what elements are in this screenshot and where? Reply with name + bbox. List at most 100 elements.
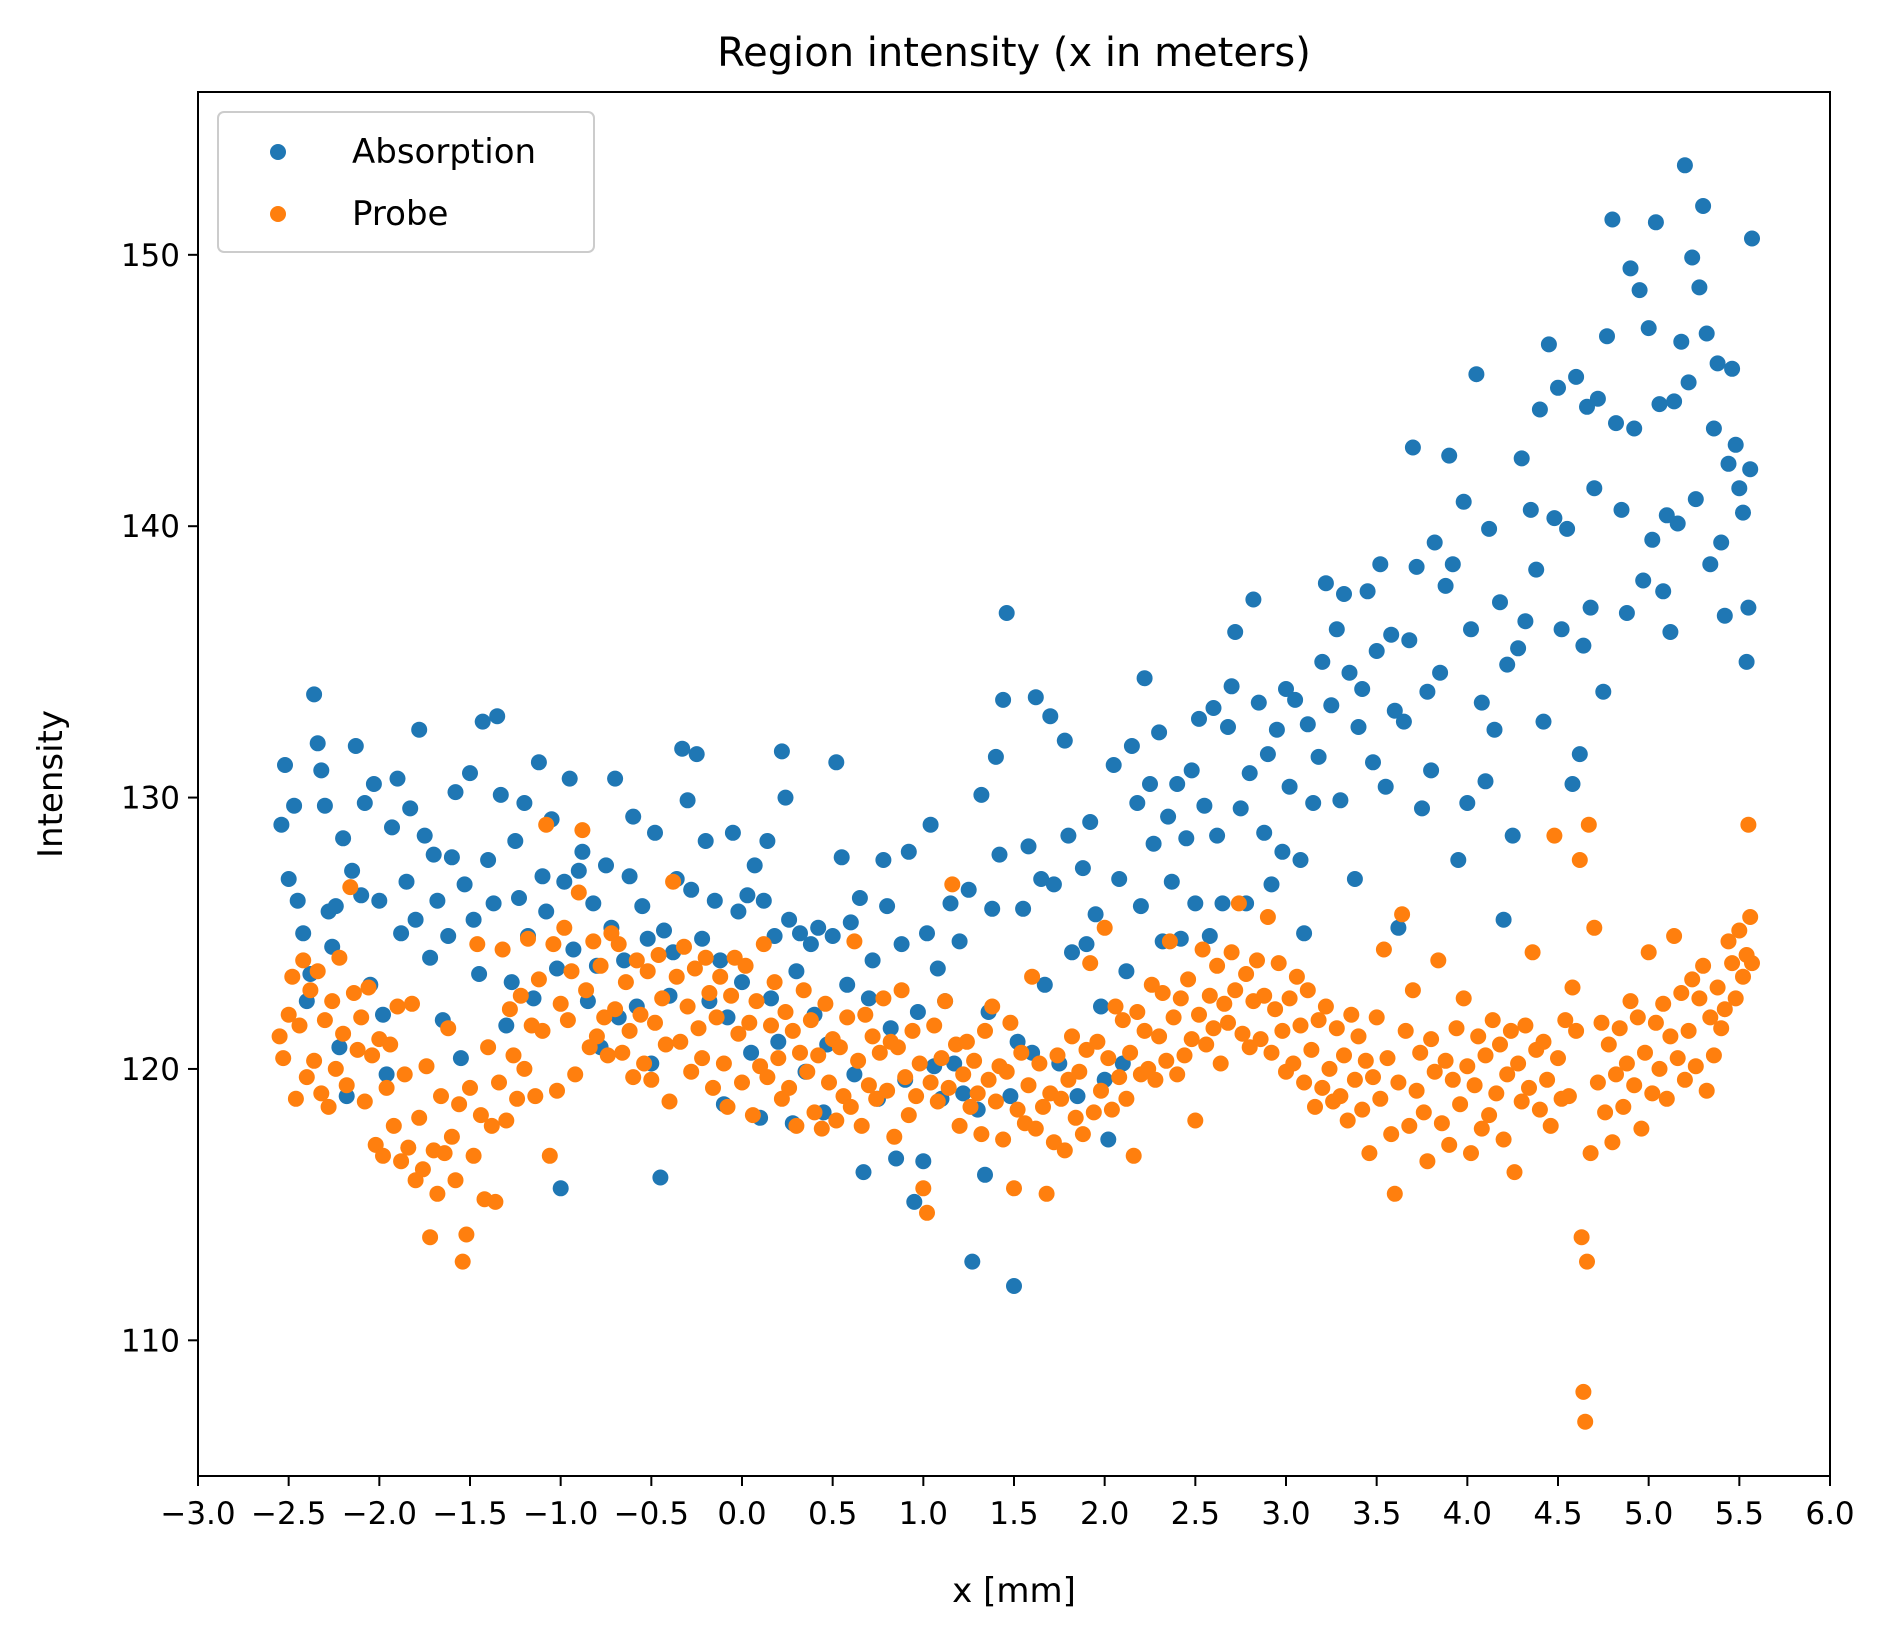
point-probe-187 [951, 1117, 968, 1134]
point-probe-3 [284, 968, 301, 985]
point-absorption-91 [674, 740, 691, 757]
point-probe-50 [454, 1253, 471, 1270]
point-probe-44 [433, 1088, 449, 1105]
point-probe-248 [1172, 990, 1189, 1007]
point-probe-45 [436, 1145, 453, 1162]
point-probe-331 [1473, 1120, 1490, 1137]
x-axis-ticks: −3.0 −2.5 −2.0 −1.5 −1.0 −0.5 0.0 0.5 1.0 1.5 2.0 2… [160, 1476, 1855, 1532]
point-absorption-164 [987, 748, 1004, 765]
point-probe-359 [1573, 1229, 1590, 1246]
point-probe-52 [462, 1079, 478, 1096]
point-probe-70 [527, 1088, 544, 1105]
point-probe-114 [686, 960, 703, 977]
point-probe-343 [1517, 1017, 1534, 1034]
point-probe-191 [966, 1052, 983, 1069]
point-probe-387 [1666, 928, 1683, 944]
point-probe-141 [784, 1022, 801, 1039]
point-probe-240 [1143, 976, 1160, 993]
point-absorption-43 [456, 876, 473, 893]
point-absorption-288 [1546, 510, 1563, 527]
point-probe-236 [1129, 1004, 1146, 1020]
point-absorption-50 [489, 708, 506, 725]
point-probe-32 [389, 998, 406, 1015]
point-absorption-123 [810, 919, 827, 936]
x-tick-label-18: 6.0 [1805, 1496, 1854, 1532]
point-absorption-215 [1214, 895, 1231, 912]
point-probe-97 [625, 1069, 642, 1086]
point-probe-363 [1580, 816, 1597, 833]
point-probe-81 [567, 1066, 584, 1083]
point-probe-269 [1249, 952, 1265, 969]
point-absorption-44 [462, 765, 478, 782]
point-probe-140 [781, 1079, 798, 1096]
point-absorption-300 [1595, 683, 1612, 700]
point-absorption-1 [277, 757, 293, 773]
point-probe-278 [1281, 990, 1298, 1007]
point-absorption-118 [788, 963, 805, 980]
point-probe-388 [1669, 1050, 1686, 1067]
point-absorption-53 [503, 974, 520, 991]
legend-label-absorption: Absorption [352, 132, 536, 172]
point-absorption-240 [1328, 621, 1345, 638]
point-absorption-274 [1481, 520, 1498, 537]
point-absorption-68 [570, 862, 587, 879]
point-probe-219 [1067, 1109, 1084, 1126]
point-probe-288 [1317, 998, 1334, 1015]
point-absorption-116 [781, 911, 798, 928]
point-absorption-64 [552, 1180, 569, 1197]
point-probe-252 [1187, 1112, 1204, 1129]
point-absorption-236 [1310, 748, 1327, 765]
y-tick-label-3: 140 [121, 509, 180, 545]
point-probe-20 [345, 985, 362, 1001]
point-absorption-332 [1720, 455, 1737, 472]
point-absorption-28 [389, 770, 406, 787]
point-absorption-329 [1709, 355, 1726, 372]
point-absorption-190 [1100, 1131, 1117, 1148]
point-probe-395 [1695, 957, 1712, 974]
point-absorption-308 [1631, 282, 1648, 299]
point-absorption-165 [991, 846, 1008, 863]
point-probe-169 [886, 1128, 903, 1145]
point-absorption-230 [1281, 778, 1298, 795]
point-probe-360 [1575, 1383, 1592, 1400]
point-probe-283 [1299, 982, 1316, 999]
point-probe-328 [1463, 1145, 1479, 1162]
point-probe-94 [614, 1044, 631, 1061]
point-probe-314 [1412, 1044, 1429, 1061]
point-probe-345 [1524, 944, 1541, 961]
point-probe-135 [763, 1017, 779, 1034]
point-probe-5 [291, 1017, 308, 1034]
point-probe-286 [1310, 1012, 1327, 1029]
point-probe-184 [940, 1079, 957, 1096]
point-absorption-197 [1132, 898, 1149, 915]
point-probe-143 [792, 1044, 808, 1061]
point-probe-394 [1691, 990, 1708, 1007]
y-axis-ticks: 110 120 130 140 150 [121, 238, 198, 1359]
point-absorption-244 [1346, 871, 1363, 887]
point-probe-123 [719, 1098, 736, 1115]
point-probe-64 [505, 1047, 522, 1064]
point-absorption-242 [1336, 586, 1352, 602]
point-probe-336 [1492, 1036, 1508, 1053]
point-absorption-98 [706, 892, 723, 909]
point-probe-183 [937, 993, 954, 1010]
point-probe-193 [973, 1126, 990, 1143]
point-probe-241 [1147, 1071, 1164, 1088]
x-tick-label-15: 4.5 [1533, 1496, 1582, 1532]
point-absorption-55 [511, 890, 527, 906]
point-absorption-249 [1368, 643, 1385, 659]
point-probe-211 [1038, 1185, 1055, 1202]
point-absorption-0 [273, 816, 290, 833]
point-probe-86 [585, 933, 602, 950]
point-absorption-3 [286, 797, 303, 814]
point-absorption-48 [480, 852, 497, 868]
point-probe-77 [552, 995, 569, 1012]
point-probe-210 [1035, 1098, 1051, 1115]
point-absorption-104 [734, 974, 750, 991]
point-absorption-281 [1513, 450, 1530, 467]
point-probe-117 [697, 949, 714, 966]
point-absorption-304 [1613, 501, 1630, 518]
point-absorption-96 [697, 833, 714, 849]
point-probe-61 [494, 941, 511, 958]
point-probe-274 [1267, 1001, 1284, 1018]
